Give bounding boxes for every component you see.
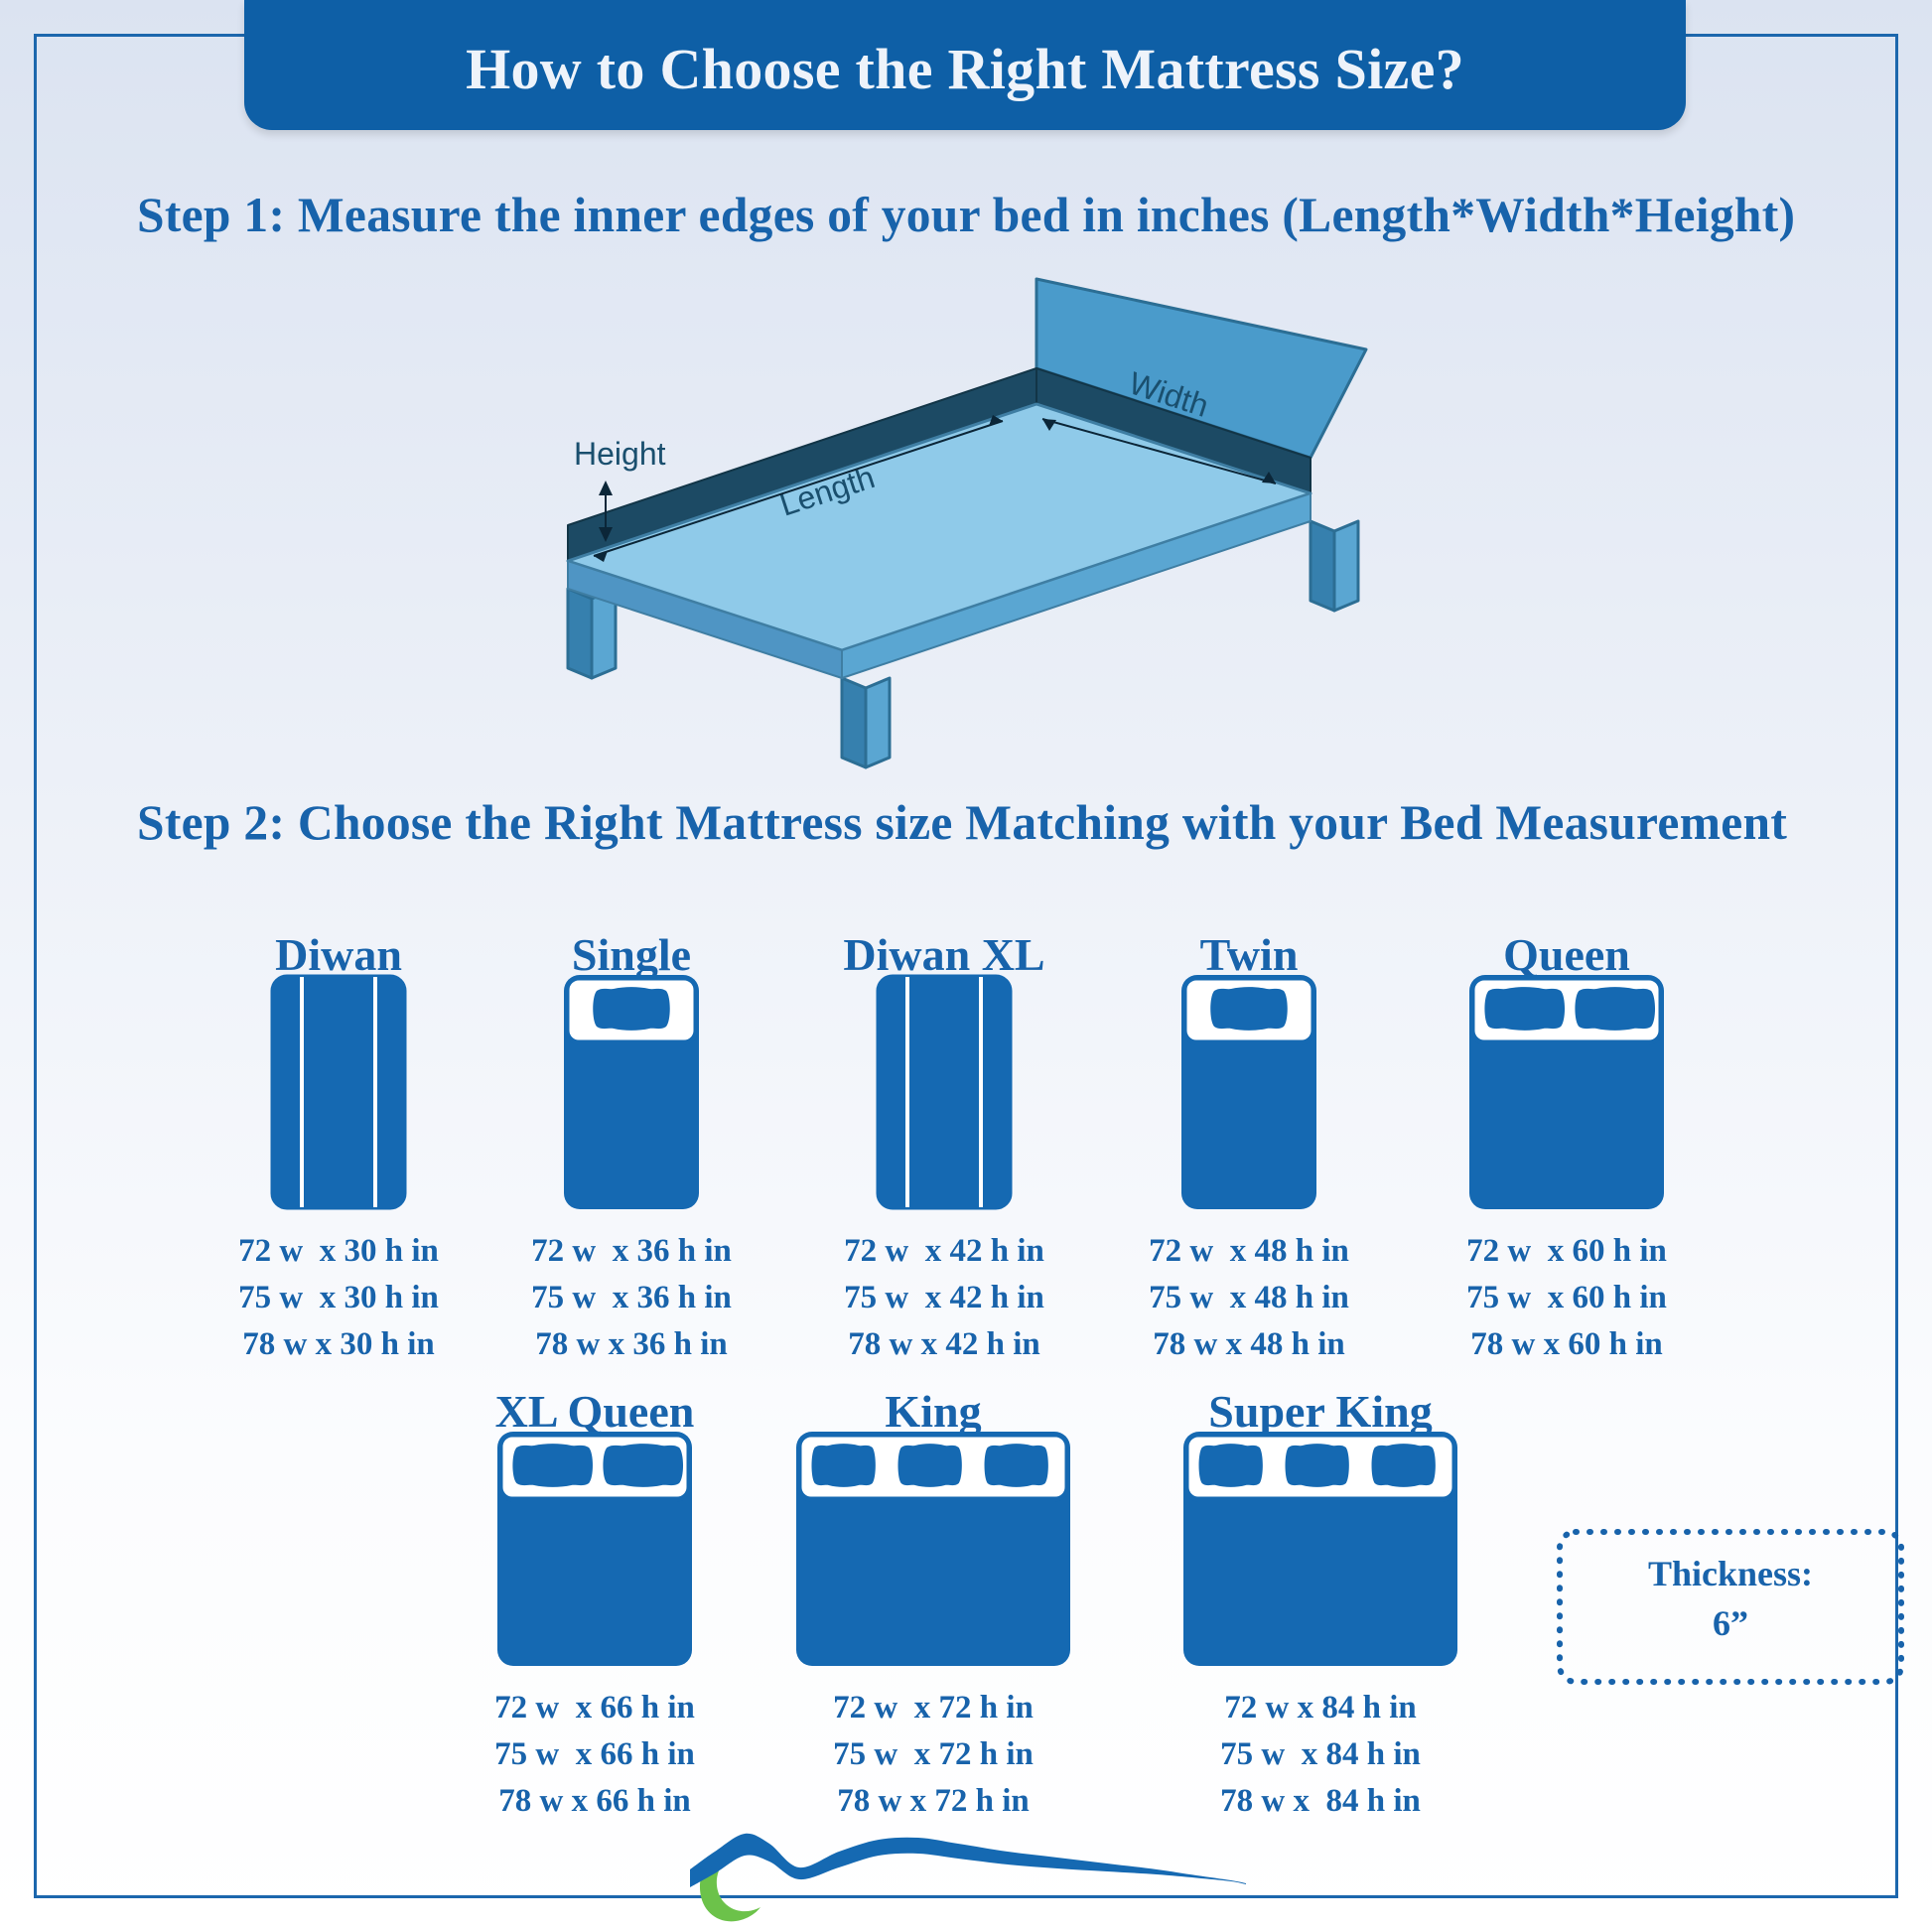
svg-text:Height: Height [574,436,666,472]
